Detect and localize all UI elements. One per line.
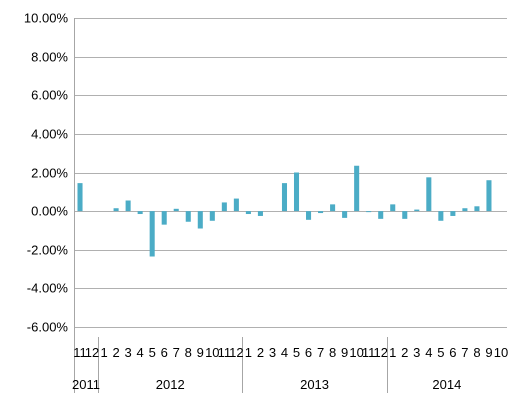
x-tick-label: 9 [197, 345, 204, 360]
x-tick-label: 8 [329, 345, 336, 360]
bar [209, 211, 215, 221]
x-tick-label: 1 [245, 345, 252, 360]
bar [306, 211, 312, 220]
bar [402, 211, 408, 219]
year-label: 2012 [156, 377, 185, 392]
bar [161, 211, 167, 225]
y-tick-label: 8.00% [31, 50, 68, 65]
bar [342, 211, 348, 218]
bars [77, 165, 492, 257]
x-tick-label: 12 [229, 345, 243, 360]
year-labels: 2011 2012 2013 2014 [72, 377, 461, 392]
x-tick-label: 5 [149, 345, 156, 360]
bar [354, 165, 360, 212]
x-tick-label: 3 [269, 345, 276, 360]
bar [390, 204, 396, 212]
bar [450, 211, 456, 216]
y-tick-label: 10.00% [24, 11, 69, 26]
y-tick-label: 4.00% [31, 127, 68, 142]
bar [474, 206, 480, 212]
bar [462, 208, 468, 212]
x-tick-label: 9 [485, 345, 492, 360]
bar [318, 211, 324, 214]
y-tick-label: 0.00% [31, 204, 68, 219]
bar [245, 211, 251, 215]
x-tick-label: 5 [293, 345, 300, 360]
bar [330, 204, 336, 212]
bar [233, 198, 239, 212]
x-tick-label: 6 [161, 345, 168, 360]
x-tick-label: 11 [362, 345, 376, 360]
x-tick-label: 3 [125, 345, 132, 360]
x-tick-label: 12 [85, 345, 99, 360]
x-tick-label: 9 [341, 345, 348, 360]
y-tick-label: -4.00% [27, 281, 69, 296]
y-tick-label: -2.00% [27, 243, 69, 258]
bar [486, 180, 492, 212]
bar [149, 211, 155, 257]
x-tick-label: 11 [218, 345, 232, 360]
year-label: 2013 [300, 377, 329, 392]
gridlines [74, 18, 507, 328]
x-tick-label: 8 [185, 345, 192, 360]
x-tick-label: 10 [349, 345, 363, 360]
x-tick-label: 10 [205, 345, 219, 360]
x-tick-label: 5 [437, 345, 444, 360]
bar [173, 208, 179, 212]
y-axis-tick-labels: 10.00% 8.00% 6.00% 4.00% 2.00% 0.00% -2.00% -4.… [24, 11, 69, 335]
x-tick-label: 1 [100, 345, 107, 360]
x-tick-label: 4 [137, 345, 144, 360]
x-tick-label: 2 [112, 345, 119, 360]
bar [378, 211, 384, 219]
x-tick-label: 4 [425, 345, 432, 360]
x-tick-label: 6 [305, 345, 312, 360]
bar [185, 211, 191, 222]
x-tick-label: 7 [317, 345, 324, 360]
x-tick-label: 10 [494, 345, 508, 360]
x-tick-label: 11 [73, 345, 87, 360]
bar [113, 208, 119, 212]
x-tick-label: 2 [257, 345, 264, 360]
bar [281, 183, 288, 212]
bar [438, 211, 444, 221]
axes [74, 18, 388, 393]
year-label: 2014 [432, 377, 461, 392]
bar [197, 211, 203, 229]
x-tick-label: 8 [473, 345, 480, 360]
bar [426, 177, 432, 212]
y-tick-label: -6.00% [27, 320, 69, 335]
x-tick-label: 6 [449, 345, 456, 360]
year-label: 2011 [72, 377, 100, 392]
bar [221, 202, 227, 212]
bar [137, 211, 143, 215]
bar [125, 200, 131, 212]
x-tick-label: 1 [389, 345, 396, 360]
bar [366, 211, 372, 213]
bar [77, 183, 83, 212]
x-tick-label: 2 [401, 345, 408, 360]
x-tick-label: 7 [461, 345, 468, 360]
x-tick-label: 3 [413, 345, 420, 360]
y-tick-label: 6.00% [31, 88, 68, 103]
y-tick-label: 2.00% [31, 166, 68, 181]
x-tick-label: 4 [281, 345, 288, 360]
x-tick-label: 7 [173, 345, 180, 360]
x-tick-label: 12 [373, 345, 387, 360]
bar [257, 211, 263, 216]
bar [414, 209, 420, 212]
bar [293, 172, 300, 212]
